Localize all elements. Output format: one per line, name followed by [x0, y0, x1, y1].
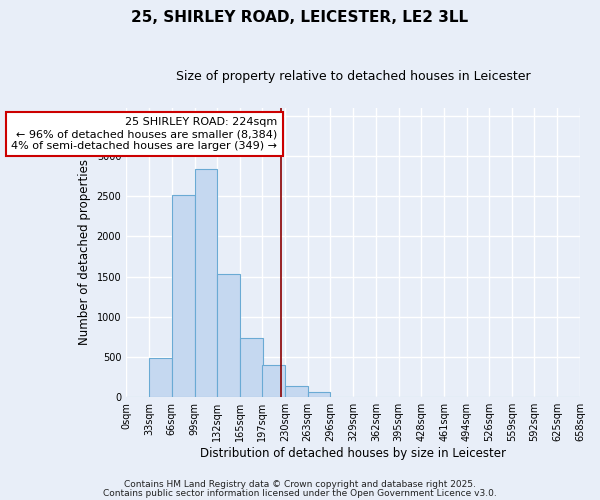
Bar — [285, 386, 308, 397]
Bar — [149, 358, 172, 397]
X-axis label: Distribution of detached houses by size in Leicester: Distribution of detached houses by size … — [200, 447, 506, 460]
Y-axis label: Number of detached properties: Number of detached properties — [78, 160, 91, 346]
Bar — [194, 169, 217, 397]
Bar — [217, 274, 240, 397]
Bar — [308, 392, 331, 397]
Text: 25 SHIRLEY ROAD: 224sqm
← 96% of detached houses are smaller (8,384)
4% of semi-: 25 SHIRLEY ROAD: 224sqm ← 96% of detache… — [11, 118, 277, 150]
Text: Contains public sector information licensed under the Open Government Licence v3: Contains public sector information licen… — [103, 488, 497, 498]
Text: 25, SHIRLEY ROAD, LEICESTER, LE2 3LL: 25, SHIRLEY ROAD, LEICESTER, LE2 3LL — [131, 10, 469, 25]
Bar — [262, 365, 285, 397]
Bar — [240, 338, 263, 397]
Title: Size of property relative to detached houses in Leicester: Size of property relative to detached ho… — [176, 70, 530, 83]
Text: Contains HM Land Registry data © Crown copyright and database right 2025.: Contains HM Land Registry data © Crown c… — [124, 480, 476, 489]
Bar — [172, 194, 194, 397]
